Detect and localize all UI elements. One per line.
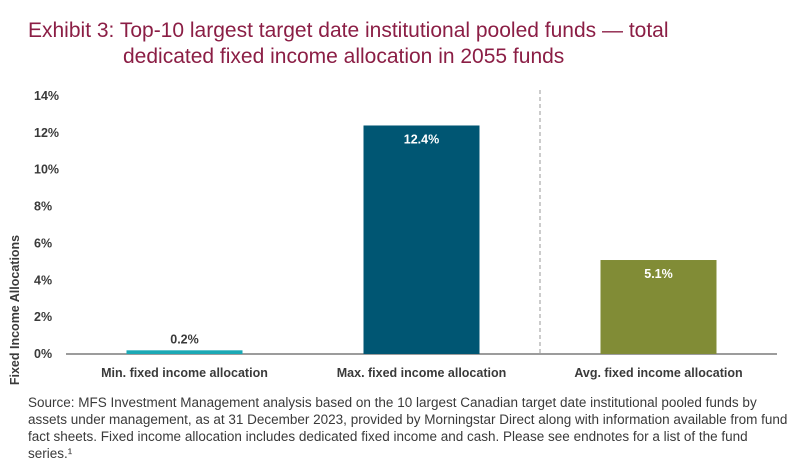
y-tick-label: 0% — [34, 347, 52, 361]
y-tick-label: 10% — [34, 163, 59, 177]
data-label-1: 0.2% — [170, 332, 199, 346]
y-tick-label: 4% — [34, 273, 52, 287]
bars: 0.2% 12.4% 5.1% — [126, 125, 717, 354]
bar-2 — [363, 125, 480, 354]
y-tick-label: 2% — [34, 310, 52, 324]
y-axis-label: Fixed Income Allocations — [8, 235, 22, 385]
y-axis-ticks: 0% 2% 4% 6% 8% 10% 12% 14% — [34, 89, 59, 361]
data-label-2: 12.4% — [404, 132, 439, 146]
x-category-label: Avg. fixed income allocation — [574, 366, 742, 380]
bar-1 — [126, 350, 243, 354]
category-labels: Min. fixed income allocation Max. fixed i… — [101, 366, 743, 380]
chart-title: Exhibit 3: Top-10 largest target date in… — [28, 18, 788, 70]
x-category-label: Min. fixed income allocation — [101, 366, 268, 380]
x-category-label: Max. fixed income allocation — [337, 366, 507, 380]
chart-title-line-2: dedicated fixed income allocation in 205… — [123, 45, 565, 68]
bar-chart: 0% 2% 4% 6% 8% 10% 12% 14% Fixed Income Allocat… — [8, 89, 777, 385]
bar-3 — [600, 260, 717, 354]
y-tick-label: 14% — [34, 89, 59, 103]
y-tick-label: 12% — [34, 126, 59, 140]
data-label-3: 5.1% — [644, 267, 673, 281]
y-tick-label: 8% — [34, 200, 52, 214]
source-note: Source: MFS Investment Management analys… — [28, 395, 788, 461]
chart-title-line-1: Exhibit 3: Top-10 largest target date in… — [28, 19, 669, 42]
y-tick-label: 6% — [34, 236, 52, 250]
